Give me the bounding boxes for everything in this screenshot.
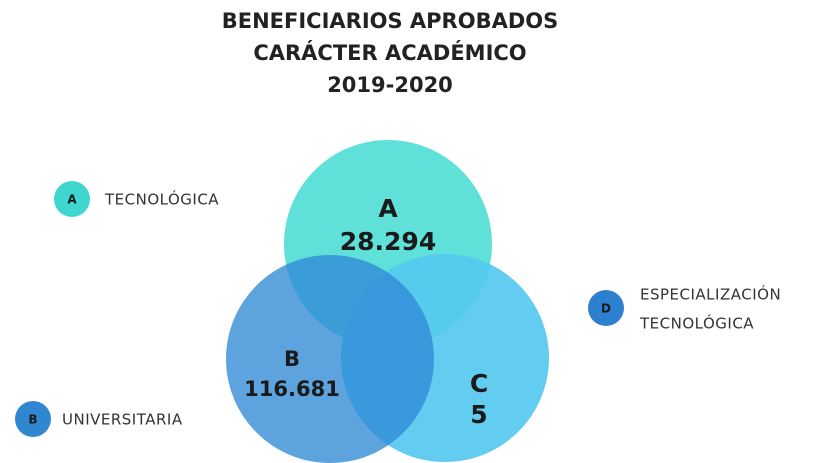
legend-badge (588, 290, 624, 326)
legend-label: TECNOLÓGICA (639, 314, 754, 333)
legend-badge-letter: D (601, 302, 611, 316)
legend-badge-letter: A (67, 193, 77, 207)
circle-b (226, 255, 434, 463)
circle-value: 5 (470, 400, 487, 429)
circle-value: 116.681 (244, 377, 340, 401)
legend-badge-letter: B (28, 413, 37, 427)
legend-label: TECNOLÓGICA (104, 190, 219, 209)
circle-letter: A (378, 194, 398, 223)
legend-label: ESPECIALIZACIÓN (640, 285, 781, 304)
legend-badge (54, 181, 90, 217)
title-line: BENEFICIARIOS APROBADOS (222, 9, 559, 33)
legend-badge (15, 401, 51, 437)
title-line: CARÁCTER ACADÉMICO (253, 40, 526, 65)
circle-letter: C (470, 369, 488, 398)
legend-label: UNIVERSITARIA (62, 411, 183, 429)
circle-letter: B (284, 347, 300, 371)
title-line: 2019-2020 (327, 73, 453, 97)
circle-value: 28.294 (340, 227, 436, 256)
